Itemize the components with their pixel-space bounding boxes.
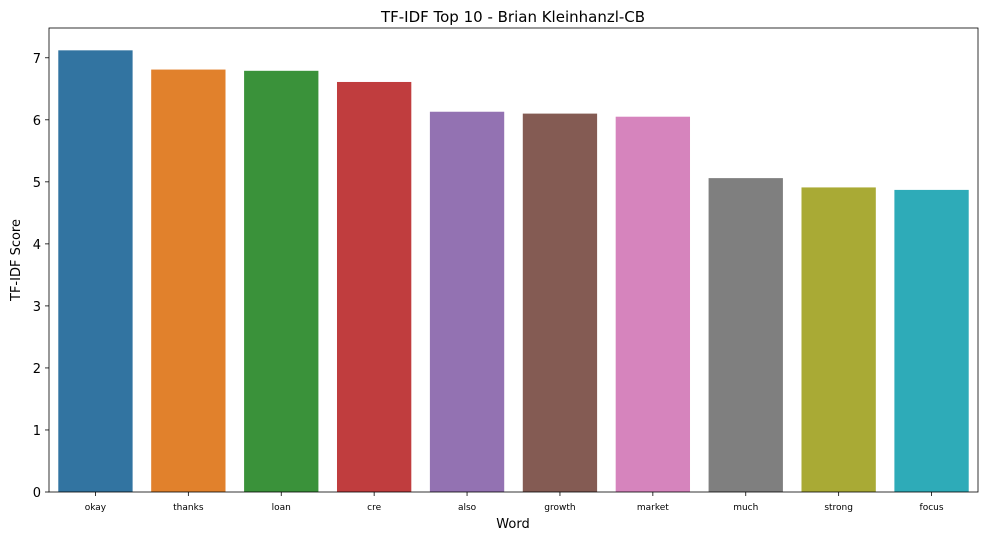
bar-much [708,178,783,492]
y-tick-label: 1 [33,424,41,439]
bar-focus [894,189,969,492]
y-axis-ticks: 0 1 2 3 4 5 6 7 [33,52,49,501]
x-tick-label: focus [920,503,944,513]
x-axis-label: Word [496,517,529,532]
y-tick-label: 5 [33,176,41,191]
x-axis-ticks: okay thanks loan cre also growth market much str… [85,492,944,513]
x-tick-label: growth [544,503,575,513]
y-tick-label: 0 [33,486,41,501]
x-tick-label: thanks [173,503,204,513]
bar-market [615,116,691,493]
y-tick-label: 6 [33,114,41,129]
chart-title: TF-IDF Top 10 - Brian Kleinhanzl-CB [380,8,645,26]
x-tick-label: cre [367,503,381,513]
x-tick-label: market [637,503,669,513]
bars-group [58,50,969,493]
y-tick-label: 7 [33,52,41,67]
y-tick-label: 4 [33,238,41,253]
plot-frame [48,27,979,493]
bar-cre [336,81,412,493]
y-tick-label: 2 [33,362,41,377]
bar-okay [58,50,133,493]
bar-growth [522,113,598,492]
x-tick-label: strong [824,503,853,513]
bar-loan [244,70,319,493]
x-tick-label: okay [85,503,107,513]
bar-also [429,111,505,492]
y-tick-label: 3 [33,300,41,315]
bar-strong [801,187,876,492]
y-axis-label: TF-IDF Score [9,219,24,302]
x-tick-label: also [458,503,477,513]
x-tick-label: much [733,503,758,513]
x-tick-label: loan [272,503,291,513]
bar-thanks [151,69,226,493]
